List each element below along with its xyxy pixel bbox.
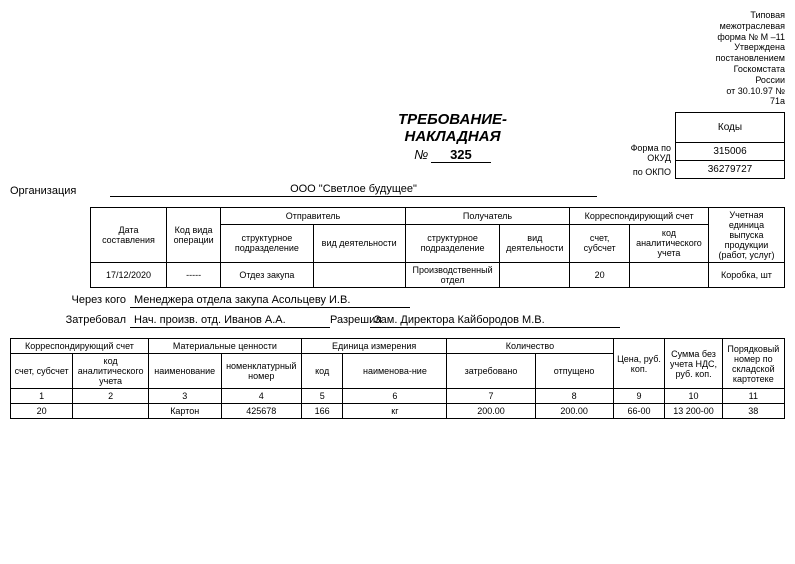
cell-anal — [629, 263, 708, 288]
document-title: ТРЕБОВАНИЕ- НАКЛАДНАЯ № 325 — [10, 112, 675, 163]
through-label: Через кого — [40, 294, 130, 308]
th-acct: счет, субсчет — [570, 224, 630, 263]
th2-acct: счет, субсчет — [11, 354, 73, 389]
colnum: 8 — [535, 389, 613, 404]
ref-line: 71а — [770, 96, 785, 106]
cell-acct: 20 — [570, 263, 630, 288]
ref-line: форма № М –11 — [717, 32, 785, 42]
cell-opcode: ----- — [166, 263, 220, 288]
cell-sum: 13 200-00 — [665, 404, 722, 419]
th-opcode: Код вида операции — [166, 208, 220, 263]
cell-acct: 20 — [11, 404, 73, 419]
through-value: Менеджера отдела закупа Асольцеву И.В. — [130, 294, 410, 308]
cell-mname: кг — [343, 404, 447, 419]
table-row: 17/12/2020 ----- Отдез закупа Производст… — [91, 263, 785, 288]
cell-anal — [73, 404, 149, 419]
th2-order: Порядковый номер по складской картотеке — [722, 339, 784, 389]
title-line2: НАКЛАДНАЯ — [404, 128, 500, 145]
th2-nomen: номенклатурный номер — [221, 354, 301, 389]
requested-value: Нач. произв. отд. Иванов А.А. — [130, 314, 330, 328]
colnum: 7 — [447, 389, 535, 404]
colnum: 9 — [613, 389, 665, 404]
th-recv-act: вид деятельности — [500, 224, 570, 263]
cell-date: 17/12/2020 — [91, 263, 167, 288]
colnum: 4 — [221, 389, 301, 404]
th2-price: Цена, руб. коп. — [613, 339, 665, 389]
okpo-label: по ОКПО — [605, 167, 671, 177]
th2-measure: Единица измерения — [301, 339, 446, 354]
cell-recv-struct: Производственный отдел — [405, 263, 500, 288]
cell-code: 166 — [301, 404, 343, 419]
colnum: 1 — [11, 389, 73, 404]
cell-name: Картон — [148, 404, 221, 419]
okud-label: Форма по ОКУД — [605, 143, 671, 163]
ref-line: от 30.10.97 № — [726, 86, 785, 96]
th2-anal: код аналитического учета — [73, 354, 149, 389]
ref-line: Госкомстата — [734, 64, 785, 74]
th-sender: Отправитель — [221, 208, 406, 225]
ref-line: межотраслевая — [720, 21, 785, 31]
th-date: Дата составления — [91, 208, 167, 263]
ref-line: Типовая — [750, 10, 785, 20]
colnum: 5 — [301, 389, 343, 404]
doc-number-label: № — [414, 147, 428, 162]
cell-req: 200.00 — [447, 404, 535, 419]
allowed-label: Разрешил — [330, 314, 370, 328]
cell-unit: Коробка, шт — [708, 263, 784, 288]
th2-name: наименование — [148, 354, 221, 389]
th2-mname: наименова-ние — [343, 354, 447, 389]
codes-header: Коды — [676, 113, 785, 143]
cell-sender-struct: Отдез закупа — [221, 263, 313, 288]
header-table: Дата составления Код вида операции Отпра… — [90, 207, 785, 288]
cell-order: 38 — [722, 404, 784, 419]
cell-recv-act — [500, 263, 570, 288]
th-corr: Корреспондирующий счет — [570, 208, 709, 225]
th2-rel: отпущено — [535, 354, 613, 389]
doc-number-value: 325 — [431, 147, 491, 163]
th2-code: код — [301, 354, 343, 389]
requested-label: Затребовал — [40, 314, 130, 328]
org-label: Организация — [10, 185, 110, 197]
colnum: 3 — [148, 389, 221, 404]
ref-line: постановлением — [716, 53, 785, 63]
colnum: 11 — [722, 389, 784, 404]
colnum: 2 — [73, 389, 149, 404]
th-sender-struct: структурное подразделение — [221, 224, 313, 263]
ref-line: России — [755, 75, 785, 85]
title-line1: ТРЕБОВАНИЕ- — [398, 111, 507, 128]
org-value: ООО "Светлое будущее" — [110, 183, 597, 197]
th2-req: затребовано — [447, 354, 535, 389]
cell-rel: 200.00 — [535, 404, 613, 419]
th2-qty: Количество — [447, 339, 613, 354]
th-unit: Учетная единица выпуска продукции (работ… — [708, 208, 784, 263]
table-row: 20 Картон 425678 166 кг 200.00 200.00 66… — [11, 404, 785, 419]
form-reference: Типовая межотраслевая форма № М –11 Утве… — [10, 10, 785, 107]
colnum-row: 1 2 3 4 5 6 7 8 9 10 11 — [11, 389, 785, 404]
items-table: Корреспондирующий счет Материальные ценн… — [10, 338, 785, 419]
th-receiver: Получатель — [405, 208, 570, 225]
ref-line: Утверждена — [734, 42, 785, 52]
colnum: 10 — [665, 389, 722, 404]
cell-nomen: 425678 — [221, 404, 301, 419]
cell-sender-act — [313, 263, 405, 288]
th2-mat: Материальные ценности — [148, 339, 301, 354]
allowed-value: Зам. Директора Кайбородов М.В. — [370, 314, 620, 328]
colnum: 6 — [343, 389, 447, 404]
th-sender-act: вид деятельности — [313, 224, 405, 263]
th2-sum: Сумма без учета НДС, руб. коп. — [665, 339, 722, 389]
cell-price: 66-00 — [613, 404, 665, 419]
th-recv-struct: структурное подразделение — [405, 224, 500, 263]
th2-corr: Корреспондирующий счет — [11, 339, 149, 354]
th-anal: код аналитического учета — [629, 224, 708, 263]
